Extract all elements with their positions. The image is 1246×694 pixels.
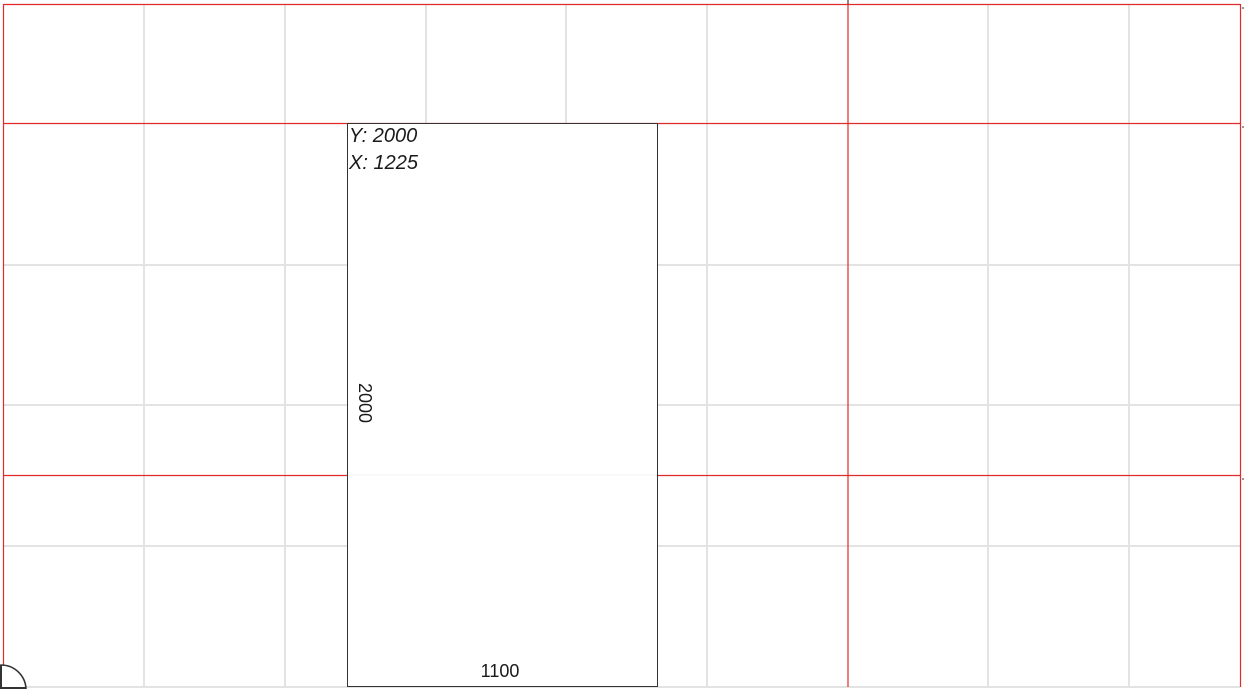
panel-y-coordinate: Y: 2000 — [349, 125, 417, 147]
panel-height-label: 2000 — [355, 383, 375, 423]
panel-rectangle[interactable]: Y: 2000 X: 1225 2000 1100 — [347, 123, 658, 687]
panel-x-coordinate: X: 1225 — [348, 152, 419, 174]
panel-width-label: 1100 — [481, 661, 520, 681]
panel-outline[interactable] — [347, 123, 658, 687]
edge-ticks — [847, 0, 1244, 480]
